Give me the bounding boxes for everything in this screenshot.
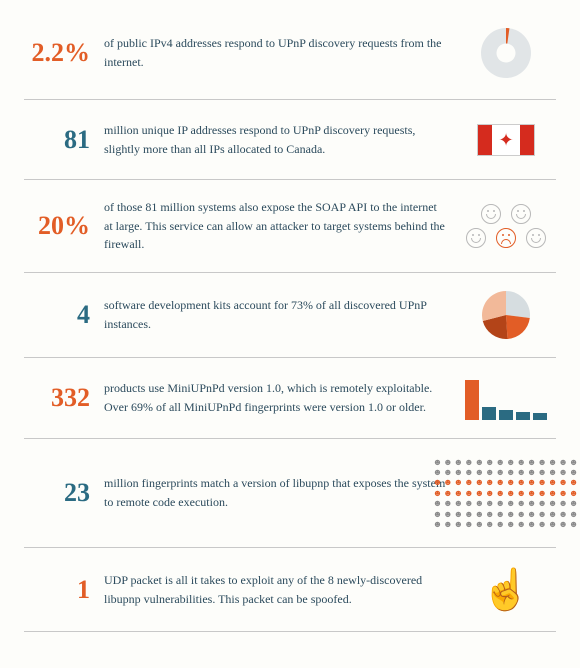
stat-visualization xyxy=(456,204,556,248)
stat-number: 2.2% xyxy=(24,38,104,68)
bar-chart-viz xyxy=(465,376,547,420)
faces-viz xyxy=(461,204,551,248)
stat-visualization: ☝ xyxy=(456,566,556,613)
stat-description: products use MiniUPnPd version 1.0, whic… xyxy=(104,379,456,416)
stat-row-libupnp: 23 million fingerprints match a version … xyxy=(24,439,556,548)
stat-description: software development kits account for 73… xyxy=(104,296,456,333)
stat-row-udp: 1 UDP packet is all it takes to exploit … xyxy=(24,548,556,632)
stat-row-sdk: 4 software development kits account for … xyxy=(24,273,556,358)
stat-description: million unique IP addresses respond to U… xyxy=(104,121,456,158)
dot-grid-viz: ☻☻☻☻☻☻☻☻☻☻☻☻☻☻☻☻☻☻☻☻☻☻☻☻☻☻☻☻☻☻☻☻☻☻☻☻☻☻☻☻… xyxy=(433,457,580,529)
stat-description: UDP packet is all it takes to exploit an… xyxy=(104,571,456,608)
stat-number: 1 xyxy=(24,575,104,605)
stat-visualization xyxy=(456,28,556,78)
stat-number: 23 xyxy=(24,478,104,508)
stat-row-miniupnpd: 332 products use MiniUPnPd version 1.0, … xyxy=(24,358,556,439)
stat-description: of those 81 million systems also expose … xyxy=(104,198,456,254)
stat-visualization: ✦ xyxy=(456,124,556,156)
happy-face-icon xyxy=(481,204,501,224)
stat-row-soap: 20% of those 81 million systems also exp… xyxy=(24,180,556,273)
stat-number: 20% xyxy=(24,211,104,241)
stat-row-ipv4: 2.2% of public IPv4 addresses respond to… xyxy=(24,20,556,100)
happy-face-icon xyxy=(526,228,546,248)
stat-number: 81 xyxy=(24,125,104,155)
happy-face-icon xyxy=(511,204,531,224)
pie-slice-viz xyxy=(481,28,531,78)
stat-visualization xyxy=(456,291,556,339)
stat-row-canada: 81 million unique IP addresses respond t… xyxy=(24,100,556,180)
sad-face-icon xyxy=(496,228,516,248)
pie-chart-viz xyxy=(482,291,530,339)
canada-flag-viz: ✦ xyxy=(477,124,535,156)
stat-number: 332 xyxy=(24,383,104,413)
stat-description: of public IPv4 addresses respond to UPnP… xyxy=(104,34,456,71)
stat-visualization xyxy=(456,376,556,420)
stat-number: 4 xyxy=(24,300,104,330)
hand-pointing-icon: ☝ xyxy=(481,566,531,613)
stat-description: million fingerprints match a version of … xyxy=(104,474,456,511)
happy-face-icon xyxy=(466,228,486,248)
stat-visualization: ☻☻☻☻☻☻☻☻☻☻☻☻☻☻☻☻☻☻☻☻☻☻☻☻☻☻☻☻☻☻☻☻☻☻☻☻☻☻☻☻… xyxy=(456,457,556,529)
